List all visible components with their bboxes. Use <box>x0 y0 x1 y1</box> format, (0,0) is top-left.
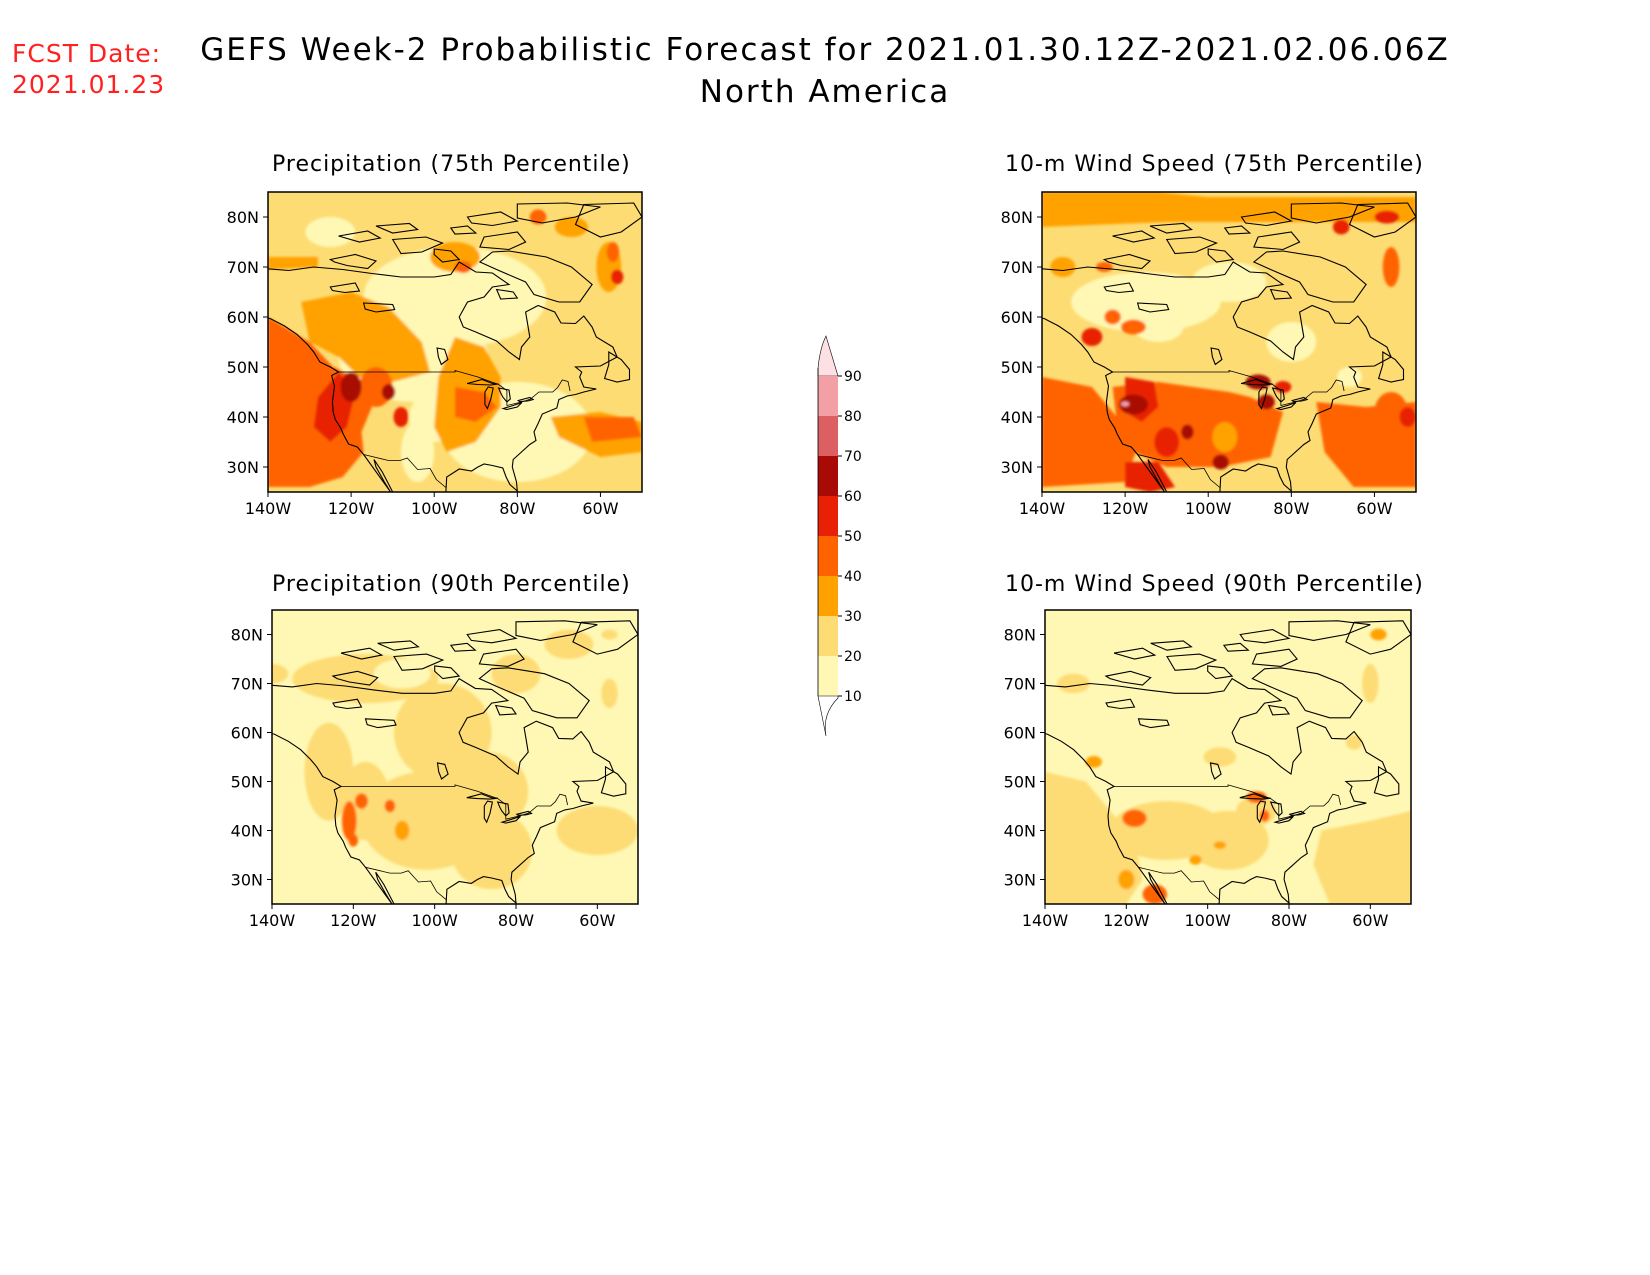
lon-tick-label: 80W <box>498 911 534 930</box>
colorbar-label: 40 <box>844 569 862 585</box>
coastline <box>268 202 642 492</box>
lat-tick-label: 30N <box>231 871 263 890</box>
lat-tick-label: 70N <box>231 675 263 694</box>
lat-tick-label: 40N <box>1001 408 1033 427</box>
forecast-date-block: FCST Date: 2021.01.23 <box>12 38 165 100</box>
lon-tick-label: 120W <box>330 911 377 930</box>
lat-tick-label: 50N <box>231 773 263 792</box>
lon-tick-label: 80W <box>499 499 535 518</box>
map-wind-90: 80N 70N 60N 50N 40N 30N 140W 120W 100W 80W 60W <box>1004 609 1412 930</box>
colorbar-label: 10 <box>844 689 862 705</box>
lat-tick-label: 50N <box>1004 773 1036 792</box>
lat-tick-label: 80N <box>1001 208 1033 227</box>
lat-tick-label: 40N <box>1004 822 1036 841</box>
lon-tick-label: 100W <box>411 499 458 518</box>
panel-title-wind-90: 10-m Wind Speed (90th Percentile) <box>1005 572 1424 597</box>
lat-tick-label: 60N <box>227 308 259 327</box>
forecast-date-value: 2021.01.23 <box>12 70 166 99</box>
coastline <box>1042 202 1416 492</box>
colorbar-label: 70 <box>844 449 862 465</box>
map-frame <box>1041 191 1417 493</box>
lat-tick-label: 40N <box>231 822 263 841</box>
lon-tick-label: 120W <box>328 499 375 518</box>
lon-tick-label: 140W <box>1019 499 1066 518</box>
lon-tick-label: 80W <box>1271 911 1307 930</box>
lat-tick-label: 80N <box>231 626 263 645</box>
map-frame <box>267 191 643 493</box>
lat-tick-label: 60N <box>1001 308 1033 327</box>
lon-tick-label: 100W <box>411 911 458 930</box>
coastline <box>1045 620 1411 904</box>
lon-tick-label: 60W <box>579 911 615 930</box>
colorbar-label: 20 <box>844 649 862 665</box>
lat-tick-label: 30N <box>1004 871 1036 890</box>
colorbar-segment <box>818 376 838 416</box>
colorbar-segment <box>818 536 838 576</box>
lon-tick-label: 140W <box>245 499 292 518</box>
colorbar-label: 30 <box>844 609 862 625</box>
probability-fill <box>1045 610 1411 904</box>
probability-fill <box>268 192 642 492</box>
colorbar-segment <box>818 576 838 616</box>
map-frame <box>271 609 639 905</box>
lat-tick-label: 80N <box>1004 626 1036 645</box>
colorbar-segment <box>818 456 838 496</box>
colorbar-segment <box>817 335 839 377</box>
lat-tick-label: 70N <box>227 258 259 277</box>
lat-tick-label: 30N <box>227 458 259 477</box>
lon-tick-label: 60W <box>1356 499 1392 518</box>
map-precip-75: 80N 70N 60N 50N 40N 30N 140W 120W 100W 80W 60W <box>227 191 643 518</box>
map-precip-90: 80N 70N 60N 50N 40N 30N 140W 120W 100W 80W 60W <box>231 609 639 930</box>
page-title: GEFS Week-2 Probabilistic Forecast for 2… <box>200 32 1450 68</box>
lon-tick-label: 120W <box>1102 499 1149 518</box>
colorbar-label: 80 <box>844 409 862 425</box>
lat-tick-label: 60N <box>231 724 263 743</box>
lat-tick-label: 60N <box>1004 724 1036 743</box>
forecast-date-label: FCST Date: <box>12 39 162 68</box>
lat-tick-label: 80N <box>227 208 259 227</box>
probability-fill <box>1042 192 1416 492</box>
lat-tick-label: 70N <box>1001 258 1033 277</box>
colorbar-segment <box>818 416 838 456</box>
lon-tick-label: 100W <box>1184 911 1231 930</box>
lat-tick-label: 50N <box>227 358 259 377</box>
panel-title-wind-75: 10-m Wind Speed (75th Percentile) <box>1005 152 1424 177</box>
map-wind-75: 80N 70N 60N 50N 40N 30N 140W 120W 100W 80W 60W <box>1001 191 1417 518</box>
lon-tick-label: 60W <box>1352 911 1388 930</box>
page-subtitle: North America <box>699 74 951 110</box>
colorbar-segment <box>818 496 838 536</box>
lat-tick-label: 40N <box>227 408 259 427</box>
probability-fill <box>272 610 638 904</box>
lon-tick-label: 80W <box>1273 499 1309 518</box>
lon-tick-label: 60W <box>582 499 618 518</box>
coastline <box>272 620 638 904</box>
lon-tick-label: 140W <box>249 911 296 930</box>
colorbar-label: 90 <box>844 369 862 385</box>
lon-tick-label: 100W <box>1185 499 1232 518</box>
lon-tick-label: 120W <box>1103 911 1150 930</box>
colorbar-label: 50 <box>844 529 862 545</box>
colorbar-segment <box>818 656 838 696</box>
map-frame <box>1044 609 1412 905</box>
colorbar-label: 60 <box>844 489 862 505</box>
lat-tick-label: 30N <box>1001 458 1033 477</box>
panel-title-precip-90: Precipitation (90th Percentile) <box>272 572 631 597</box>
colorbar-segment <box>818 616 838 656</box>
lat-tick-label: 50N <box>1001 358 1033 377</box>
lon-tick-label: 140W <box>1022 911 1069 930</box>
panel-title-precip-75: Precipitation (75th Percentile) <box>272 152 631 177</box>
lat-tick-label: 70N <box>1004 675 1036 694</box>
colorbar: 90 80 70 60 50 40 30 20 10 <box>817 335 862 737</box>
